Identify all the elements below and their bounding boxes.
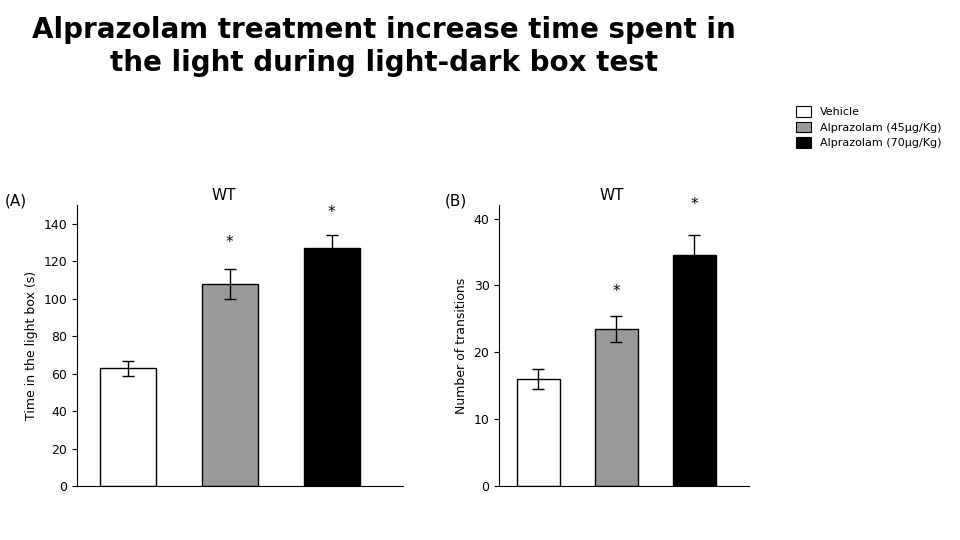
Text: (B): (B): [444, 194, 467, 209]
Legend: Vehicle, Alprazolam (45μg/Kg), Alprazolam (70μg/Kg): Vehicle, Alprazolam (45μg/Kg), Alprazola…: [792, 103, 945, 152]
Text: WT: WT: [599, 188, 624, 204]
Bar: [303, 248, 360, 486]
Text: *: *: [690, 197, 698, 212]
Bar: [595, 329, 637, 486]
Text: (A): (A): [5, 194, 27, 209]
Bar: [516, 379, 560, 486]
Text: Alprazolam treatment increase time spent in
the light during light-dark box test: Alprazolam treatment increase time spent…: [32, 16, 736, 77]
Text: *: *: [328, 205, 336, 220]
Bar: [202, 284, 258, 486]
Text: *: *: [226, 235, 233, 250]
Y-axis label: Number of transitions: Number of transitions: [455, 278, 468, 414]
Y-axis label: Time in the light box (s): Time in the light box (s): [25, 271, 37, 420]
Text: *: *: [612, 284, 620, 299]
Bar: [100, 368, 156, 486]
Text: WT: WT: [211, 188, 236, 204]
Bar: [673, 255, 715, 486]
